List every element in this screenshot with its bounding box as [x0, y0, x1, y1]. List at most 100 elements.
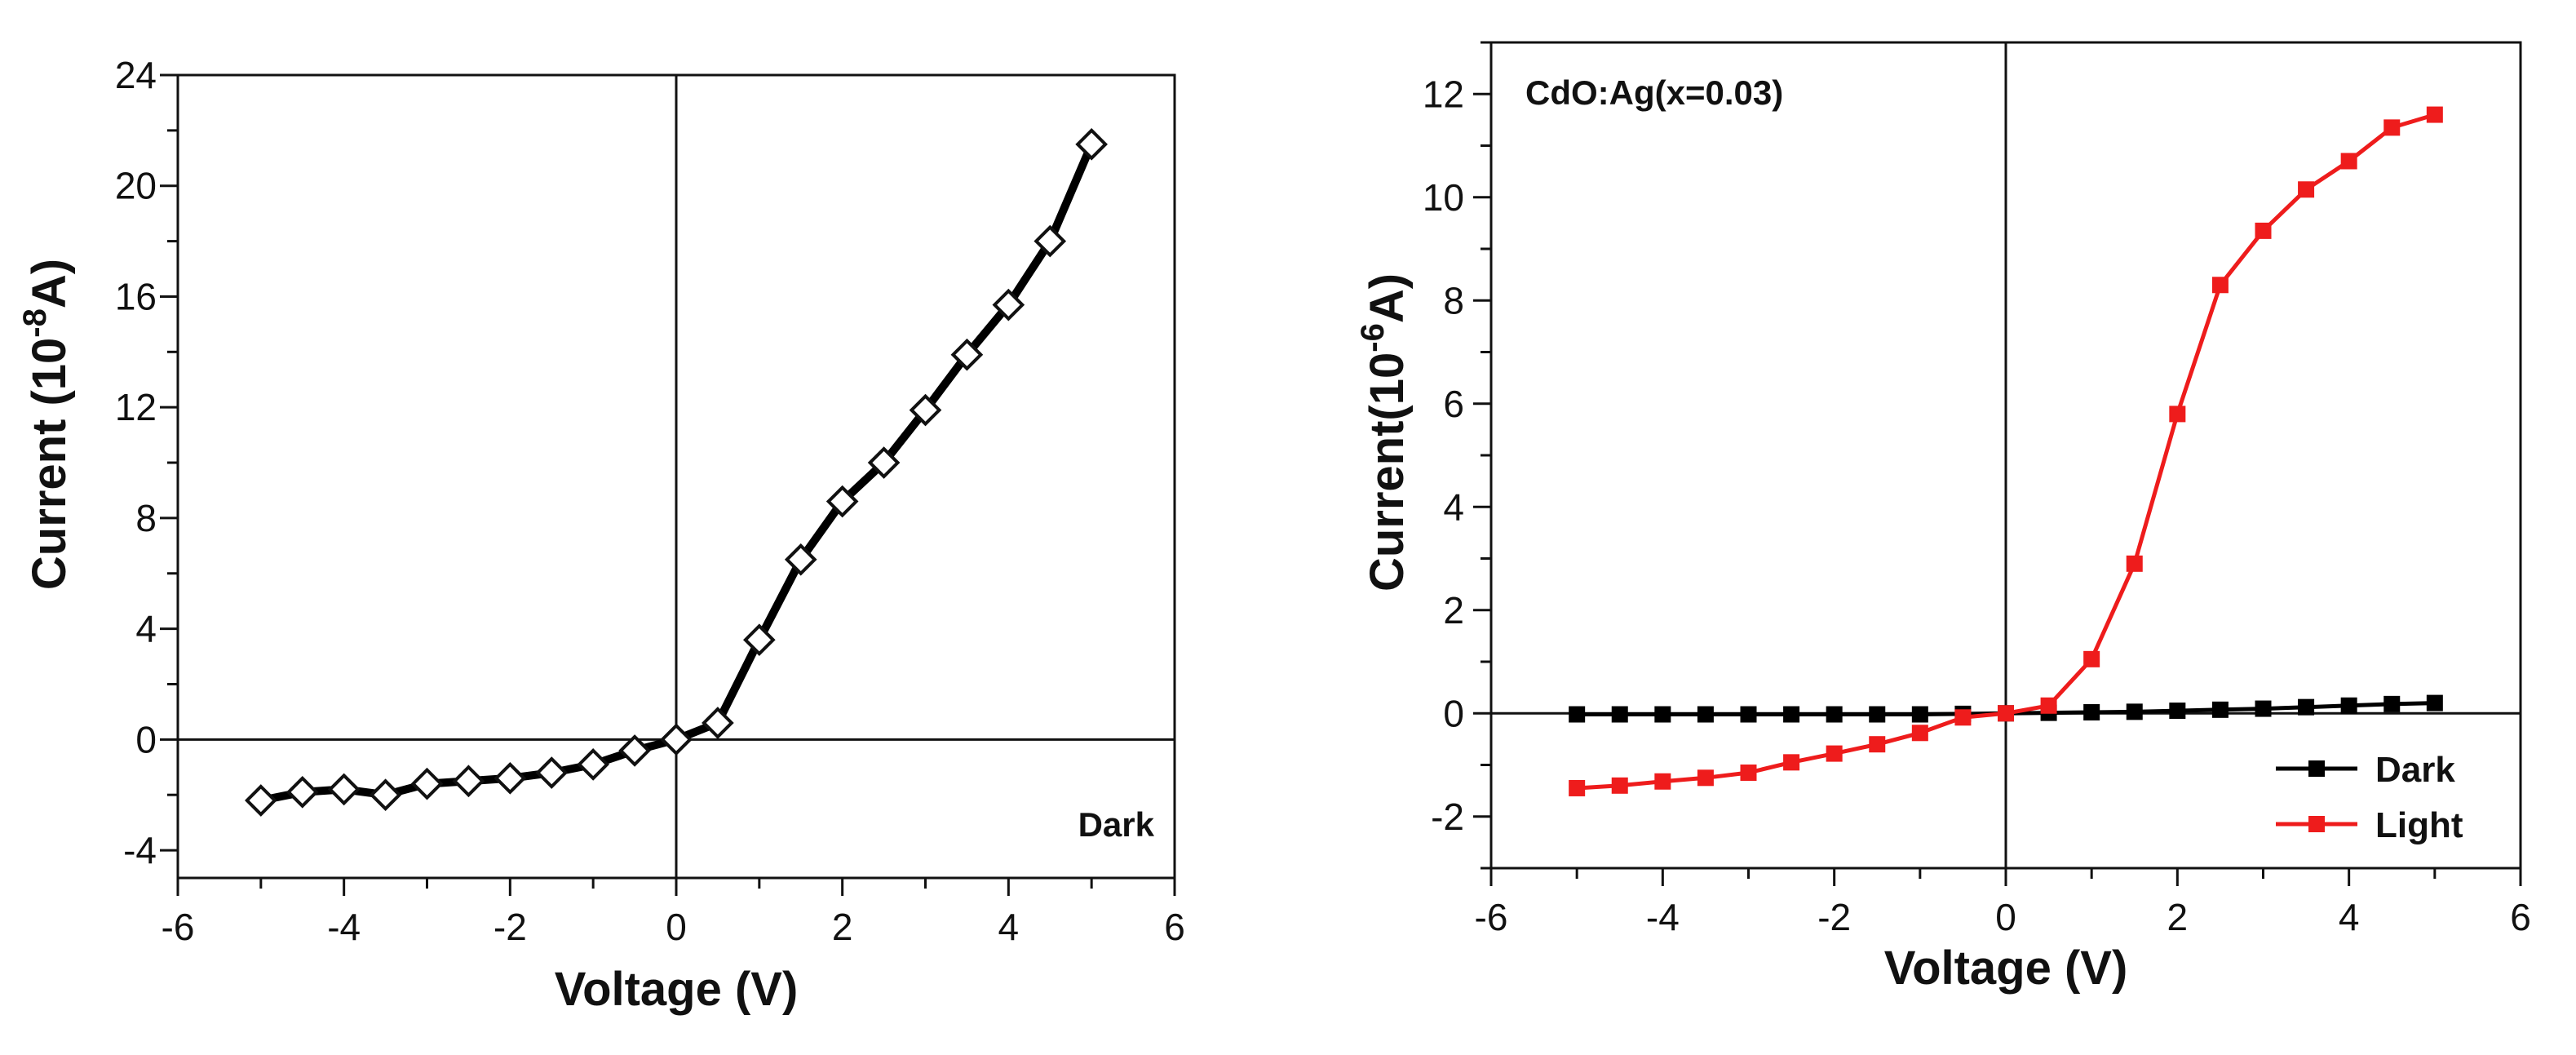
data-point	[2383, 119, 2401, 136]
chart-annotation: CdO:Ag(x=0.03)	[1525, 73, 1783, 112]
legend-marker-light	[2308, 816, 2325, 832]
y-tick-label: 12	[115, 386, 157, 428]
data-point	[1611, 706, 1628, 723]
data-point	[2255, 222, 2272, 239]
data-point	[1569, 706, 1586, 723]
data-point	[1826, 745, 1843, 762]
data-point	[784, 543, 817, 576]
data-point	[2298, 181, 2315, 198]
data-point	[452, 765, 485, 798]
data-point	[992, 288, 1025, 321]
x-tick-label: 4	[998, 906, 1020, 948]
y-axis-title-exponent: -6	[1355, 323, 1391, 352]
y-tick-label: -4	[123, 829, 157, 871]
data-point	[1740, 706, 1757, 723]
data-point	[702, 707, 734, 739]
data-point	[2126, 703, 2143, 720]
y-axis-title-main: Current (10	[23, 338, 76, 590]
data-point	[2426, 106, 2443, 123]
data-point	[1998, 705, 2014, 722]
data-point	[2126, 555, 2143, 572]
x-tick-label: 0	[1995, 896, 2016, 938]
data-point	[2169, 703, 2186, 720]
data-point	[1075, 127, 1108, 161]
data-point	[1911, 706, 1928, 723]
y-tick-label: -2	[1431, 796, 1464, 838]
y-tick-label: 10	[1423, 176, 1464, 219]
x-tick-label: -4	[327, 906, 361, 948]
y-tick-label: 2	[1443, 589, 1464, 632]
data-point	[2383, 695, 2401, 712]
data-point	[535, 756, 569, 789]
x-tick-label: 2	[832, 906, 853, 948]
data-point	[1869, 736, 1886, 753]
chart-panel-2: -6 -4 -2 0 2 4 6 -2 0 2 4 6 8 10 12 Voltage (V) Current(…	[1355, 41, 2531, 995]
y-tick-label: 16	[115, 275, 157, 317]
data-point	[285, 775, 319, 809]
data-point	[1697, 706, 1714, 723]
y-tick-label: 0	[1443, 692, 1464, 734]
x-tick-label: -4	[1646, 896, 1680, 938]
y-tick-label: 8	[135, 497, 157, 539]
series-light	[1569, 106, 2443, 796]
x-tick-label: -6	[1475, 896, 1508, 938]
data-point	[2040, 697, 2057, 714]
x-axis-title: Voltage (V)	[555, 963, 799, 1016]
data-point	[577, 748, 609, 781]
y-tick-label: 4	[135, 608, 157, 650]
data-point	[2426, 694, 2443, 711]
data-point	[2211, 701, 2229, 718]
x-tick-label: -2	[1817, 896, 1851, 938]
data-point	[1611, 777, 1628, 794]
data-point	[618, 734, 651, 767]
data-point	[245, 784, 277, 817]
x-tick-label: 6	[1164, 906, 1185, 948]
data-point	[1569, 779, 1586, 796]
data-point	[494, 762, 527, 795]
data-point	[369, 778, 402, 812]
data-point	[825, 485, 859, 518]
x-tick-label: 2	[2167, 896, 2189, 938]
x-tick-label: 6	[2510, 896, 2531, 938]
legend: Dark Light	[2276, 750, 2463, 845]
data-point	[2255, 700, 2272, 717]
data-point	[2083, 703, 2100, 720]
data-point	[1911, 725, 1928, 742]
data-point	[1033, 224, 1067, 258]
data-point	[950, 338, 984, 371]
data-point	[2169, 406, 2186, 423]
data-point	[1654, 706, 1671, 723]
data-point	[909, 393, 942, 427]
y-axis-title: Current (10-8A)	[17, 259, 76, 590]
data-point	[2211, 277, 2229, 294]
data-point	[2083, 650, 2100, 667]
data-point	[1869, 706, 1886, 723]
x-tick-label: 4	[2339, 896, 2360, 938]
y-axis-title-exponent: -8	[17, 308, 53, 338]
data-point	[1826, 706, 1843, 723]
legend-label-light: Light	[2375, 805, 2463, 845]
y-tick-label: 8	[1443, 279, 1464, 321]
data-point	[2298, 698, 2315, 716]
data-point	[2340, 697, 2357, 714]
y-tick-label: 4	[1443, 485, 1464, 528]
x-tick-label: -6	[162, 906, 195, 948]
y-axis-title-unit: A)	[23, 259, 76, 308]
data-point	[1697, 769, 1714, 787]
data-point	[1783, 706, 1800, 723]
y-tick-label: 20	[115, 165, 157, 207]
legend-label-dark: Dark	[2375, 750, 2455, 790]
data-point	[660, 723, 693, 756]
data-point	[1783, 754, 1800, 771]
data-point	[743, 623, 776, 657]
x-axis-title: Voltage (V)	[1884, 942, 2128, 995]
series-dark	[245, 127, 1108, 817]
data-point	[867, 446, 901, 479]
y-tick-label: 6	[1443, 383, 1464, 425]
chart-annotation: Dark	[1078, 805, 1155, 844]
data-point	[1954, 709, 1972, 726]
x-tick-label: -2	[494, 906, 527, 948]
legend-marker-dark	[2308, 760, 2325, 777]
